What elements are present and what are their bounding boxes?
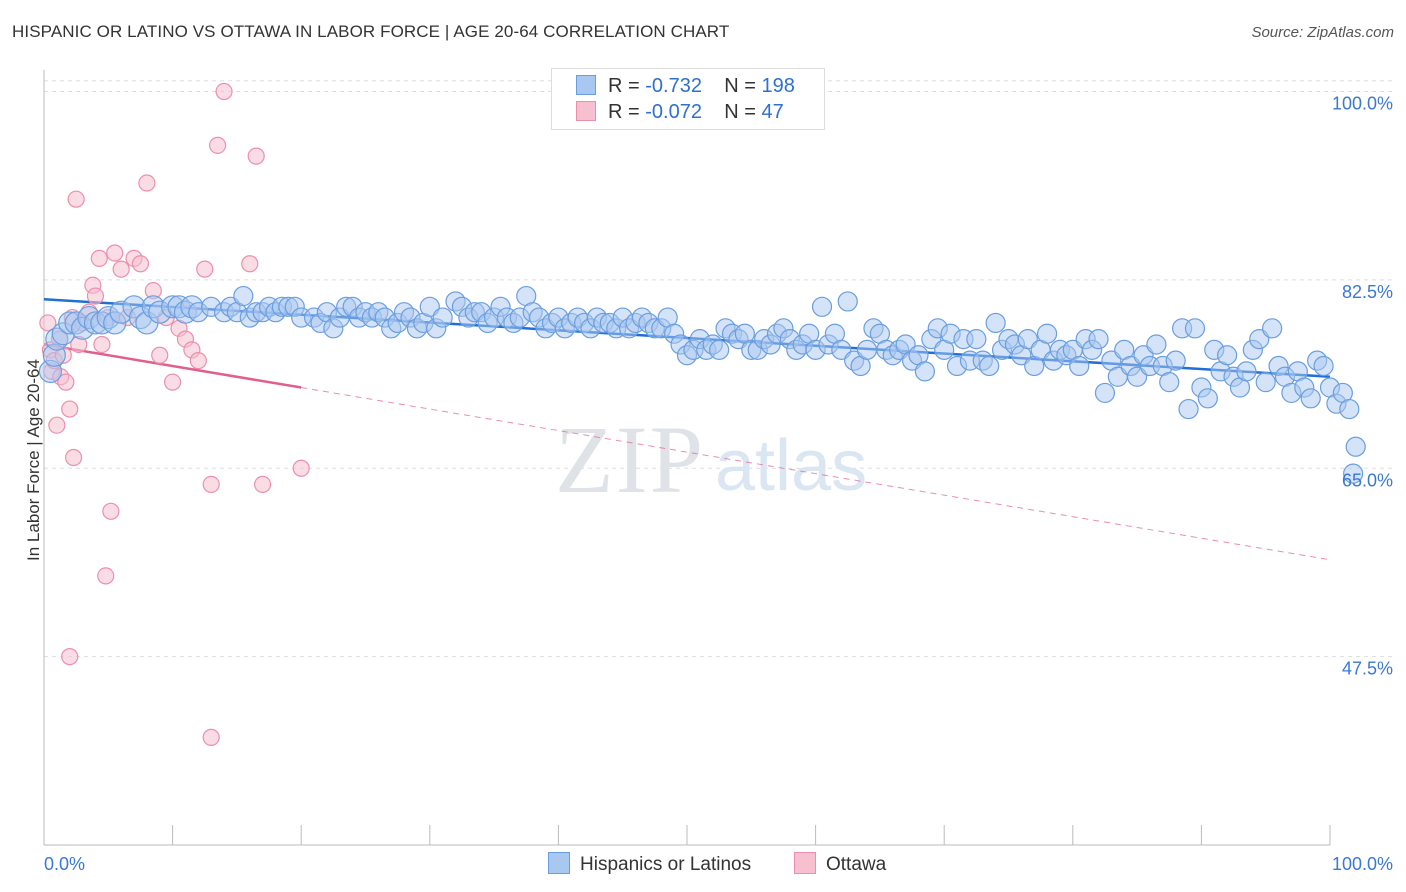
- legend-r-label: R =: [608, 101, 640, 123]
- hispanic-point: [1300, 388, 1321, 409]
- ottawa-point: [39, 314, 57, 332]
- ottawa-point: [151, 346, 169, 364]
- hispanic-point: [1236, 361, 1257, 382]
- legend-r-value: -0.072: [645, 101, 702, 123]
- chart-source: Source: ZipAtlas.com: [1251, 24, 1394, 41]
- ottawa-point: [61, 400, 79, 418]
- ottawa-point: [48, 416, 66, 434]
- axes: [43, 70, 1331, 846]
- hispanic-point: [966, 328, 987, 350]
- hispanic-point: [1146, 334, 1167, 355]
- ottawa-point: [247, 147, 265, 165]
- ottawa-point: [209, 136, 227, 154]
- hispanic-point: [1178, 398, 1199, 420]
- y-tick-label: 100.0%: [1332, 94, 1393, 114]
- legend-n-value: 198: [761, 75, 795, 97]
- hispanic-point: [709, 339, 730, 360]
- ottawa-point: [241, 255, 259, 273]
- tick-labels: 100.0% 82.5% 65.0% 47.5% 0.0% 100.0%: [44, 94, 1393, 874]
- hispanic-point: [1255, 372, 1276, 393]
- hispanic-point: [1159, 372, 1180, 393]
- ottawa-point: [97, 567, 115, 585]
- ottawa-point: [202, 728, 220, 746]
- ottawa-point: [112, 260, 130, 278]
- hispanic-point: [1345, 436, 1366, 457]
- legend-swatch-blue: [576, 75, 596, 95]
- hispanic-point: [1184, 318, 1206, 339]
- bottom-legend-label: Hispanics or Latinos: [580, 854, 752, 875]
- legend-n-label: N =: [724, 75, 756, 97]
- hispanic-point: [914, 361, 936, 382]
- hispanic-point: [979, 355, 1000, 377]
- y-axis-label: In Labor Force | Age 20-64: [24, 359, 43, 561]
- hispanic-point: [856, 339, 878, 360]
- ottawa-point: [138, 174, 156, 192]
- hispanic-point: [1036, 323, 1058, 344]
- hispanic-point: [432, 307, 453, 328]
- legend-n-value: 47: [761, 101, 784, 123]
- ottawa-point: [64, 448, 83, 467]
- y-tick-label: 65.0%: [1342, 470, 1393, 490]
- watermark: ZIP atlas: [555, 406, 867, 513]
- ottawa-point: [86, 287, 105, 305]
- hispanic-point: [1313, 355, 1334, 377]
- ottawa-point: [196, 260, 214, 278]
- chart-title: HISPANIC OR LATINO VS OTTAWA IN LABOR FO…: [12, 22, 730, 41]
- hispanic-point: [1343, 463, 1364, 484]
- ottawa-point: [164, 373, 182, 391]
- legend-r-label: R =: [608, 75, 640, 97]
- ottawa-point: [254, 475, 272, 494]
- y-tick-label: 47.5%: [1342, 659, 1393, 679]
- ottawa-trend-line: [43, 343, 302, 389]
- ottawa-point: [102, 502, 120, 520]
- bottom-legend-ottawa[interactable]: Ottawa: [794, 852, 886, 876]
- hispanic-point: [811, 296, 833, 317]
- ottawa-point: [131, 255, 150, 273]
- hispanic-point: [837, 291, 858, 312]
- x-tick-label-start: 0.0%: [44, 854, 85, 874]
- ottawa-point: [292, 459, 310, 477]
- bottom-legend-swatch-pink: [794, 852, 816, 874]
- ottawa-point: [67, 190, 85, 208]
- ottawa-trend-extension: [301, 387, 1331, 561]
- hispanic-points: [38, 285, 1366, 484]
- bottom-legend-hispanic[interactable]: Hispanics or Latinos: [548, 852, 751, 876]
- hispanic-point: [1165, 350, 1186, 371]
- hispanic-point: [1069, 355, 1090, 377]
- hispanic-point: [1262, 318, 1283, 339]
- ottawa-point: [93, 335, 111, 354]
- legend-r-value: -0.732: [645, 75, 702, 97]
- ottawa-point: [189, 352, 207, 370]
- legend-swatch-pink: [576, 101, 596, 121]
- legend-row-hispanic: R = -0.732 N = 198: [576, 75, 795, 101]
- ottawa-point: [57, 373, 75, 391]
- ottawa-points: [39, 82, 310, 746]
- hispanic-point: [1088, 328, 1109, 350]
- correlation-legend: R = -0.732 N = 198 R = -0.072 N = 47: [551, 68, 825, 130]
- ottawa-point: [90, 249, 108, 267]
- ottawa-point: [61, 648, 79, 666]
- watermark-zip: ZIP: [555, 406, 705, 513]
- ottawa-point: [106, 244, 124, 262]
- hispanic-point: [1197, 388, 1218, 409]
- hispanic-point: [1339, 398, 1360, 420]
- watermark-atlas: atlas: [715, 426, 867, 506]
- legend-n-label: N =: [724, 101, 756, 123]
- x-tick-label-end: 100.0%: [1332, 854, 1393, 874]
- hispanic-point: [233, 285, 254, 307]
- bottom-legend-swatch-blue: [548, 852, 570, 874]
- bottom-legend-label: Ottawa: [826, 854, 887, 875]
- y-tick-label: 82.5%: [1342, 282, 1393, 302]
- ottawa-point: [215, 82, 233, 101]
- hispanic-point: [985, 312, 1006, 334]
- legend-row-ottawa: R = -0.072 N = 47: [576, 101, 784, 127]
- hispanic-point: [1094, 382, 1116, 404]
- ottawa-point: [202, 475, 220, 494]
- hispanic-point: [1217, 345, 1238, 366]
